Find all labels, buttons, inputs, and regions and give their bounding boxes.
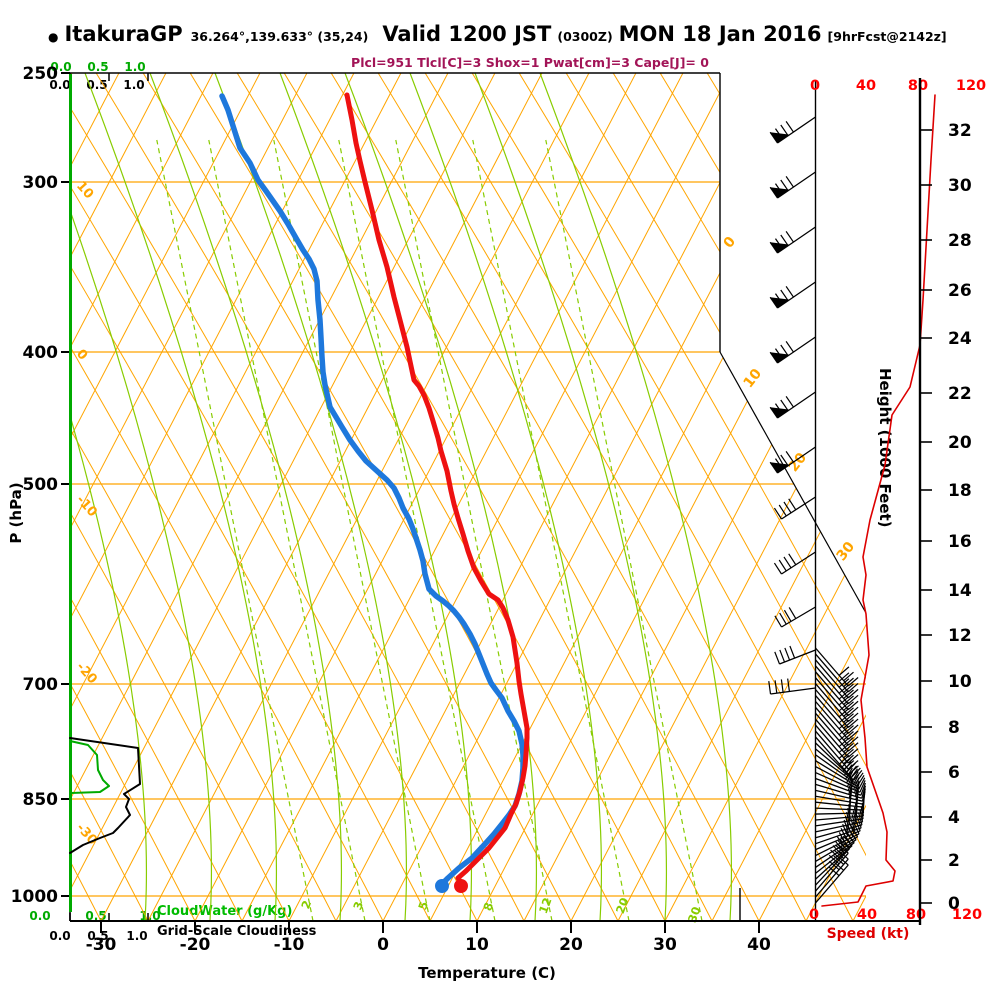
svg-text:5: 5: [415, 899, 431, 911]
svg-text:22: 22: [948, 384, 972, 404]
svg-text:0: 0: [810, 78, 820, 94]
svg-text:24: 24: [948, 329, 972, 349]
cloud-profiles: [69, 737, 141, 854]
cloudiness-legend: Grid-Scale Cloudiness: [157, 924, 317, 939]
svg-text:80: 80: [908, 78, 928, 94]
svg-text:12: 12: [948, 626, 972, 646]
svg-text:1000: 1000: [11, 887, 58, 907]
svg-text:120: 120: [956, 78, 986, 94]
temperature-axis-label: Temperature (C): [418, 964, 556, 982]
scale-value: 1.0: [123, 78, 145, 92]
svg-text:0: 0: [73, 347, 90, 364]
station-bullet-icon: ●: [48, 30, 59, 44]
svg-text:2: 2: [948, 851, 960, 871]
cloudiness-scale-bottom: 0.0 0.5 1.0: [45, 925, 152, 944]
scale-value: 0.0: [49, 929, 71, 943]
valid-time-z: (0300Z): [557, 29, 613, 44]
svg-text:-10: -10: [274, 935, 305, 955]
svg-text:30: 30: [685, 905, 704, 925]
svg-text:32: 32: [948, 121, 972, 141]
svg-text:120: 120: [952, 907, 982, 923]
svg-text:300: 300: [23, 173, 59, 193]
svg-text:26: 26: [948, 281, 972, 301]
svg-text:20: 20: [559, 935, 583, 955]
svg-text:20: 20: [948, 433, 972, 453]
station-name: ItakuraGP: [64, 22, 183, 46]
svg-text:-30: -30: [86, 935, 117, 955]
svg-text:3: 3: [350, 899, 366, 911]
valid-date: MON 18 Jan 2016: [618, 22, 822, 46]
svg-text:40: 40: [856, 78, 876, 94]
stability-parameters: Plcl=951 Tlcl[C]=3 Shox=1 Pwat[cm]=3 Cap…: [351, 55, 709, 70]
scale-value: 1.0: [124, 60, 146, 74]
svg-text:700: 700: [23, 675, 59, 695]
scale-value: 0.5: [87, 60, 109, 74]
svg-text:0: 0: [377, 935, 389, 955]
scale-value: 1.0: [126, 929, 148, 943]
svg-text:10: 10: [948, 672, 972, 692]
svg-text:28: 28: [948, 231, 972, 251]
svg-text:30: 30: [653, 935, 677, 955]
svg-text:0: 0: [809, 907, 819, 923]
cloudiness-scale-top: 0.0 0.5 1.0: [45, 74, 149, 93]
scale-value: 0.5: [86, 78, 108, 92]
svg-text:40: 40: [857, 907, 877, 923]
svg-text:30: 30: [834, 539, 859, 564]
svg-text:10: 10: [741, 366, 766, 391]
svg-text:0: 0: [721, 234, 740, 252]
wind-barbs: [768, 80, 867, 921]
svg-text:-20: -20: [73, 660, 100, 688]
station-coords: 36.264°,139.633° (35,24): [190, 29, 369, 44]
svg-text:0: 0: [948, 894, 960, 914]
svg-text:10: 10: [465, 935, 489, 955]
svg-text:12: 12: [536, 896, 555, 916]
svg-text:400: 400: [23, 343, 59, 363]
scale-value: 0.0: [50, 60, 72, 74]
svg-text:500: 500: [23, 475, 59, 495]
speed-axis-label: Speed (kt): [826, 926, 910, 942]
cloudwater-legend: CloudWater (g/Kg): [157, 904, 293, 919]
svg-text:8: 8: [948, 718, 960, 738]
svg-text:80: 80: [906, 907, 926, 923]
svg-text:850: 850: [23, 790, 59, 810]
svg-text:20: 20: [613, 896, 632, 916]
svg-text:16: 16: [948, 532, 972, 552]
svg-text:4: 4: [948, 808, 960, 828]
svg-text:30: 30: [948, 176, 972, 196]
chart-title: ● ItakuraGP 36.264°,139.633° (35,24) Val…: [48, 22, 947, 46]
scale-value: 0.5: [87, 929, 109, 943]
cloudwater-scale-top: 0.0 0.5 1.0: [46, 56, 150, 75]
scale-value: 0.0: [49, 78, 71, 92]
svg-text:40: 40: [747, 935, 771, 955]
svg-text:14: 14: [948, 581, 972, 601]
svg-text:2: 2: [298, 898, 314, 910]
valid-time: Valid 1200 JST: [382, 22, 552, 46]
svg-text:18: 18: [948, 481, 972, 501]
scale-value: 0.0: [29, 909, 51, 923]
svg-text:6: 6: [948, 763, 960, 783]
sounding-curves: [219, 92, 530, 893]
svg-text:250: 250: [23, 64, 59, 84]
svg-text:-20: -20: [180, 935, 211, 955]
forecast-tag: [9hrFcst@2142z]: [827, 29, 947, 44]
height-axis-label: Height (1000 Feet): [876, 368, 894, 528]
